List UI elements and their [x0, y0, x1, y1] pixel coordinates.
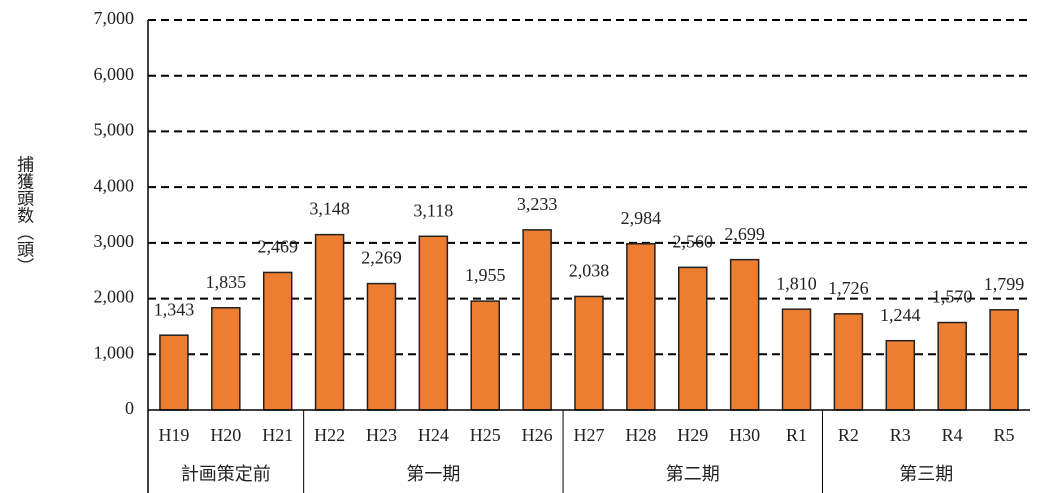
- y-tick-label: 6,000: [94, 64, 135, 84]
- group-label: 第三期: [899, 464, 953, 484]
- bar: [574, 295, 604, 411]
- x-tick-label: H21: [262, 425, 293, 445]
- data-label: 1,810: [776, 273, 817, 293]
- data-label: 2,699: [724, 224, 765, 244]
- y-tick-label: 3,000: [94, 231, 135, 251]
- bar: [937, 321, 967, 411]
- x-tick-label: R3: [890, 425, 911, 445]
- x-tick-label: R5: [994, 425, 1015, 445]
- data-label: 1,955: [465, 265, 506, 285]
- bar: [626, 242, 656, 411]
- bar: [262, 271, 293, 411]
- bar: [211, 307, 241, 411]
- y-tick-label: 1,000: [94, 342, 135, 362]
- x-tick-label: H24: [418, 425, 449, 445]
- data-label: 1,343: [154, 299, 195, 319]
- data-label: 1,570: [932, 287, 973, 307]
- y-tick-label: 4,000: [94, 175, 135, 195]
- data-label: 1,244: [880, 305, 921, 325]
- x-tick-label: H19: [158, 425, 189, 445]
- bar: [885, 339, 916, 411]
- data-label: 2,469: [257, 237, 298, 257]
- group-label: 計画策定前: [181, 464, 271, 484]
- x-tick-label: H23: [366, 425, 397, 445]
- y-axis-label: 捕獲頭数（頭）: [14, 155, 34, 274]
- x-tick-label: R4: [942, 425, 963, 445]
- data-label: 1,799: [984, 274, 1025, 294]
- bar: [833, 313, 864, 411]
- x-tick-label: H22: [314, 425, 345, 445]
- data-label: 1,726: [828, 278, 869, 298]
- bar: [418, 235, 449, 411]
- y-tick-label: 7,000: [94, 8, 135, 28]
- data-label: 2,269: [361, 248, 402, 268]
- data-label: 2,984: [621, 208, 662, 228]
- x-tick-label: H25: [470, 425, 501, 445]
- bar: [470, 300, 500, 411]
- bar: [522, 229, 552, 411]
- bar: [729, 258, 760, 411]
- x-tick-label: H26: [522, 425, 553, 445]
- data-label: 3,148: [309, 199, 350, 219]
- y-tick-label: 2,000: [94, 287, 135, 307]
- x-tick-label: H30: [729, 425, 760, 445]
- data-label: 2,038: [569, 261, 610, 281]
- bar: [781, 308, 812, 411]
- x-tick-label: H27: [574, 425, 605, 445]
- x-tick-label: R2: [838, 425, 859, 445]
- bar: [678, 266, 708, 411]
- x-tick-label: R1: [786, 425, 807, 445]
- x-tick-label: H29: [677, 425, 708, 445]
- y-tick-label: 5,000: [94, 120, 135, 140]
- bar: [159, 334, 189, 411]
- data-label: 3,118: [413, 200, 453, 220]
- y-tick-label: 0: [125, 398, 134, 418]
- bar: [366, 282, 397, 411]
- data-label: 3,233: [517, 194, 558, 214]
- x-tick-label: H28: [625, 425, 656, 445]
- x-tick-label: H20: [210, 425, 241, 445]
- bar: [989, 309, 1019, 411]
- bar: [314, 233, 345, 411]
- data-label: 1,835: [206, 272, 247, 292]
- data-label: 2,560: [673, 231, 714, 251]
- group-label: 第二期: [666, 464, 720, 484]
- group-label: 第一期: [406, 464, 460, 484]
